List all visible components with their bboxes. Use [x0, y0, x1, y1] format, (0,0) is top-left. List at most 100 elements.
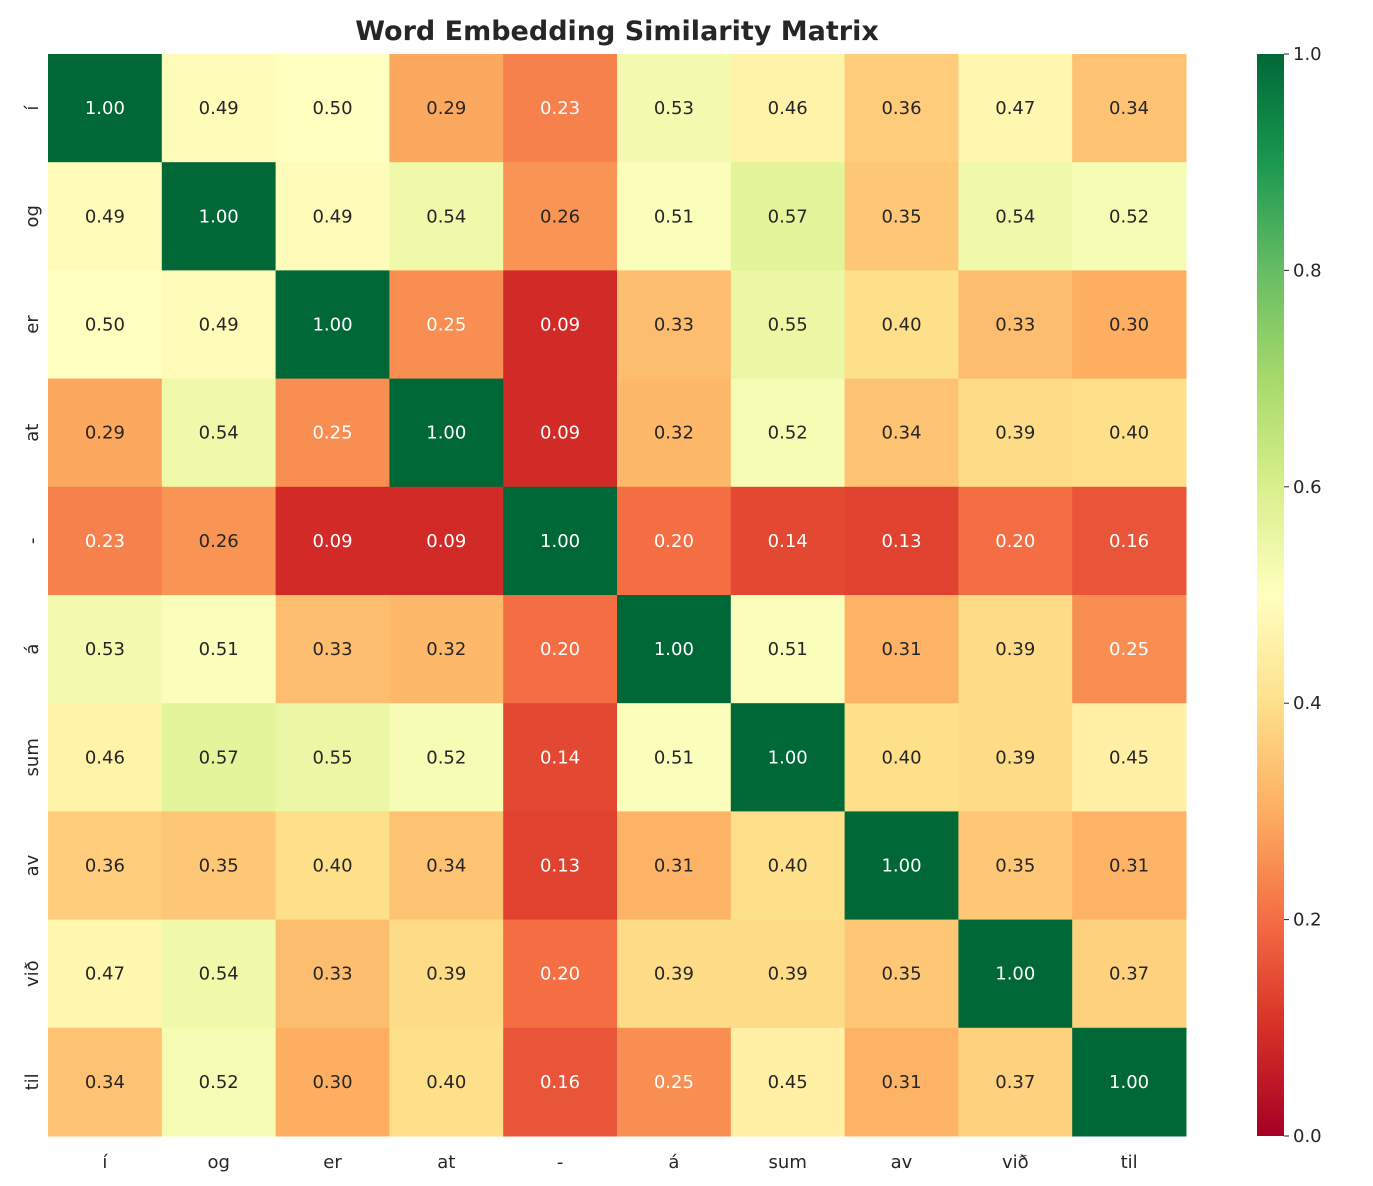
- heatmap-cell: [958, 378, 1073, 488]
- heatmap-cell: [389, 486, 504, 596]
- x-tick-labels: í og er at - á sum av við til: [102, 1152, 1137, 1173]
- heatmap-cell: [958, 486, 1073, 596]
- heatmap-cell: [1072, 1027, 1187, 1137]
- cell-value-label: 0.40: [312, 856, 352, 877]
- y-tick-label: við: [22, 960, 43, 987]
- cell-value-label: 1.00: [768, 747, 808, 768]
- x-tick-label: á: [668, 1152, 679, 1173]
- colorbar-tick-label: 1.0: [1293, 44, 1322, 65]
- heatmap-cell: [958, 703, 1073, 812]
- heatmap-cell: [48, 595, 163, 704]
- heatmap-cell: [844, 1027, 959, 1137]
- cell-value-label: 0.14: [768, 531, 808, 552]
- chart-title: Word Embedding Similarity Matrix: [355, 16, 879, 47]
- heatmap-cell: [617, 378, 732, 488]
- heatmap-cell: [275, 162, 390, 271]
- cell-value-label: 0.26: [540, 206, 580, 227]
- heatmap-cell: [844, 162, 959, 271]
- cell-value-label: 0.55: [768, 315, 808, 336]
- cell-value-label: 0.30: [1109, 315, 1149, 336]
- heatmap-cell: [958, 595, 1073, 704]
- cell-value-label: 0.09: [540, 315, 580, 336]
- cell-value-label: 0.25: [426, 315, 466, 336]
- heatmap-cell: [617, 703, 732, 812]
- cell-value-label: 0.34: [881, 423, 921, 444]
- heatmap-cell: [844, 703, 959, 812]
- cell-value-label: 0.39: [995, 747, 1035, 768]
- heatmap-cell: [958, 270, 1073, 380]
- cell-value-label: 0.49: [199, 315, 239, 336]
- colorbar-tick-label: 0.2: [1293, 910, 1322, 931]
- cell-value-label: 0.40: [881, 747, 921, 768]
- heatmap-cell: [503, 1027, 618, 1137]
- cell-value-label: 0.54: [995, 206, 1035, 227]
- heatmap-cell: [617, 595, 732, 704]
- cell-value-label: 0.50: [85, 315, 125, 336]
- cell-value-label: 0.34: [426, 856, 466, 877]
- cell-value-label: 0.39: [768, 964, 808, 985]
- heatmap-cell: [503, 811, 618, 921]
- cell-value-label: 0.39: [426, 964, 466, 985]
- cell-value-label: 0.51: [654, 747, 694, 768]
- cell-value-label: 0.31: [1109, 856, 1149, 877]
- cell-value-label: 0.25: [312, 423, 352, 444]
- cell-value-label: 0.39: [654, 964, 694, 985]
- cell-value-label: 0.34: [1109, 98, 1149, 119]
- heatmap-cell: [844, 811, 959, 921]
- heatmap-cell: [958, 919, 1073, 1029]
- cell-value-label: 0.40: [768, 856, 808, 877]
- heatmap-cell: [48, 703, 163, 812]
- y-tick-label: til: [22, 1073, 43, 1090]
- cell-value-label: 0.34: [85, 1072, 125, 1093]
- heatmap-cell: [161, 595, 277, 704]
- heatmap-cell: [389, 378, 504, 488]
- cell-value-label: 1.00: [1109, 1072, 1149, 1093]
- heatmap-cell: [730, 811, 846, 921]
- y-tick-label: av: [22, 854, 43, 876]
- cell-value-label: 0.37: [995, 1072, 1035, 1093]
- cell-value-label: 0.20: [995, 531, 1035, 552]
- colorbar-tick-label: 0.4: [1293, 693, 1322, 714]
- cell-value-label: 0.33: [312, 964, 352, 985]
- cell-value-label: 0.45: [768, 1072, 808, 1093]
- cell-value-label: 0.35: [881, 964, 921, 985]
- cell-value-label: 1.00: [995, 964, 1035, 985]
- cell-value-label: 0.33: [312, 639, 352, 660]
- heatmap-cell: [1072, 486, 1187, 596]
- cell-value-label: 0.53: [85, 639, 125, 660]
- heatmap-cell: [275, 486, 390, 596]
- cell-value-label: 0.32: [426, 639, 466, 660]
- heatmap-cell: [844, 919, 959, 1029]
- heatmap-cell: [389, 811, 504, 921]
- heatmap-cell: [161, 378, 277, 488]
- heatmap-cell: [275, 54, 390, 163]
- heatmap-cell: [617, 486, 732, 596]
- cell-value-label: 0.49: [199, 98, 239, 119]
- cell-value-label: 0.53: [654, 98, 694, 119]
- cell-value-label: 0.49: [85, 206, 125, 227]
- y-tick-label: á: [22, 644, 43, 655]
- heatmap-cell: [730, 595, 846, 704]
- cell-value-label: 0.36: [85, 856, 125, 877]
- cell-value-label: 1.00: [881, 856, 921, 877]
- heatmap-cell: [730, 703, 846, 812]
- heatmap-cell: [844, 486, 959, 596]
- cell-value-label: 0.45: [1109, 747, 1149, 768]
- heatmap-cell: [161, 162, 277, 271]
- x-tick-label: til: [1121, 1152, 1138, 1173]
- heatmap-cell: [730, 486, 846, 596]
- colorbar-tick-label: 0.8: [1293, 260, 1322, 281]
- heatmap-cells: 1.00 0.49 0.50 0.29 0.23 0.53 0.46 0.36 0.47 0.34…: [48, 54, 1187, 1137]
- cell-value-label: 0.54: [199, 423, 239, 444]
- cell-value-label: 0.52: [1109, 206, 1149, 227]
- cell-value-label: 0.47: [85, 964, 125, 985]
- y-tick-label: -: [22, 538, 43, 545]
- heatmap-cell: [730, 919, 846, 1029]
- cell-value-label: 0.52: [199, 1072, 239, 1093]
- heatmap-cell: [48, 378, 163, 488]
- cell-value-label: 0.35: [881, 206, 921, 227]
- cell-value-label: 0.40: [426, 1072, 466, 1093]
- cell-value-label: 0.35: [995, 856, 1035, 877]
- heatmap-cell: [730, 378, 846, 488]
